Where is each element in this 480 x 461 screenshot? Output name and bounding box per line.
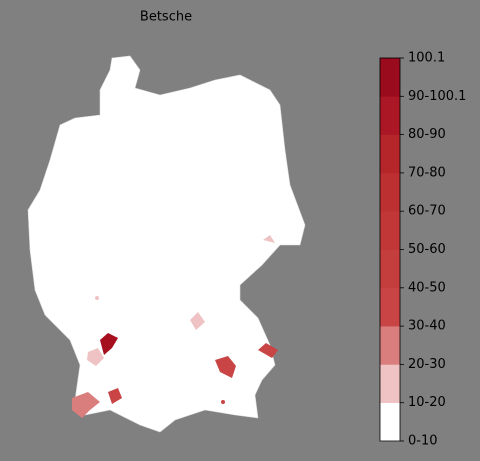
colorbar-segment — [380, 249, 400, 289]
colorbar-label: 80-90 — [408, 127, 446, 142]
region — [100, 333, 118, 355]
colorbar-segment — [380, 172, 400, 212]
colorbar-segment — [380, 402, 400, 442]
region — [87, 348, 104, 366]
colorbar-segment — [380, 326, 400, 365]
map-title: Betsche — [140, 10, 192, 25]
colorbar-label: 100.1 — [408, 51, 445, 66]
colorbar-label: 60-70 — [408, 204, 446, 219]
region — [221, 400, 225, 404]
region — [190, 312, 205, 330]
colorbar-segment — [380, 287, 400, 327]
colorbar-label: 30-40 — [408, 319, 446, 334]
colorbar-label: 70-80 — [408, 165, 446, 180]
region — [108, 388, 122, 404]
country-outline — [27, 55, 306, 433]
region — [215, 356, 236, 378]
colorbar-label: 20-30 — [408, 357, 446, 372]
colorbar-segment — [380, 134, 400, 174]
colorbar-label: 40-50 — [408, 280, 446, 295]
colorbar-segment — [380, 96, 400, 135]
region — [72, 392, 100, 418]
germany-map — [27, 55, 306, 433]
colorbar-label: 10-20 — [408, 395, 446, 410]
region — [258, 343, 278, 358]
colorbar-label: 0-10 — [408, 434, 438, 449]
region — [263, 235, 275, 243]
colorbar-segment — [380, 58, 400, 97]
colorbar-segment — [380, 211, 400, 250]
colorbar-label: 90-100.1 — [408, 89, 466, 104]
colorbar-segment — [380, 364, 400, 403]
colorbar-label: 50-60 — [408, 242, 446, 257]
region — [95, 296, 99, 300]
colorbar: 0-10 10-20 20-30 30-40 40-50 50-60 60-70 70-80 8… — [379, 51, 466, 449]
